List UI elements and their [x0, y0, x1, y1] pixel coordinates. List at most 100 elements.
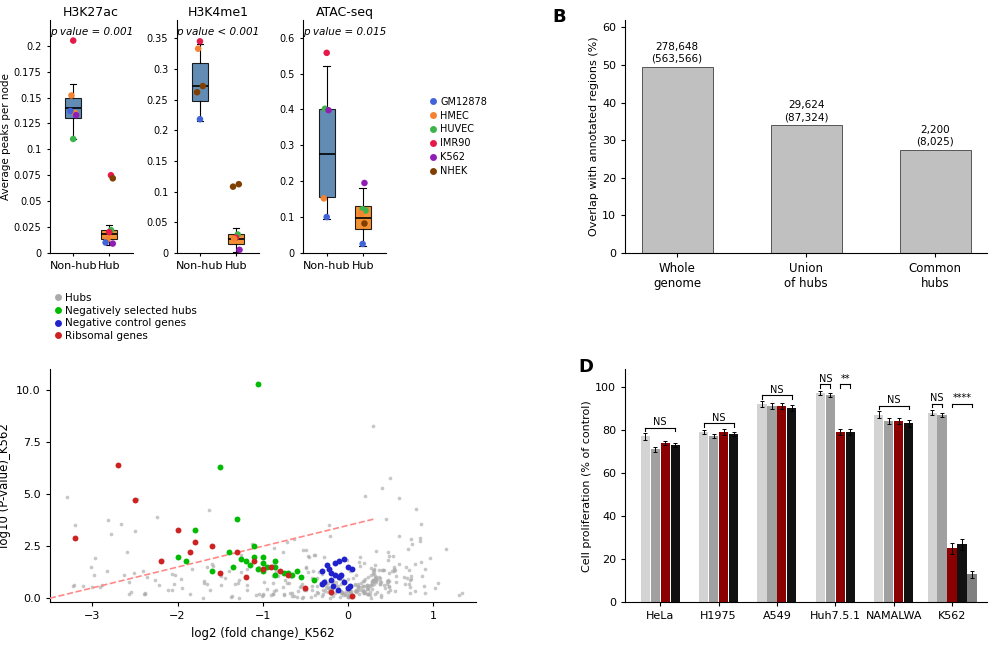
- Point: [229, 514, 245, 524]
- Point: [153, 555, 168, 566]
- Point: [304, 581, 320, 592]
- Bar: [826, 395, 834, 602]
- Point: [366, 565, 382, 575]
- Point: [365, 565, 381, 576]
- Point: [350, 582, 366, 592]
- Point: [182, 547, 198, 558]
- Point: [382, 567, 398, 578]
- Point: [65, 35, 81, 46]
- Point: [355, 585, 371, 595]
- Point: [122, 589, 138, 599]
- Point: [323, 587, 339, 597]
- Point: [356, 587, 372, 598]
- Text: B: B: [552, 8, 566, 26]
- Point: [297, 583, 313, 593]
- Point: [391, 493, 407, 504]
- Point: [225, 562, 241, 573]
- Point: [190, 44, 206, 54]
- Point: [184, 563, 200, 574]
- Point: [251, 562, 267, 573]
- Point: [422, 553, 438, 564]
- Point: [189, 87, 205, 97]
- Bar: [835, 432, 844, 602]
- Title: H3K4me1: H3K4me1: [187, 6, 248, 19]
- Point: [382, 585, 398, 595]
- Point: [231, 244, 247, 255]
- Point: [275, 547, 291, 557]
- Point: [295, 545, 311, 555]
- Point: [368, 577, 384, 587]
- Point: [356, 586, 372, 596]
- Point: [291, 582, 307, 592]
- Point: [136, 589, 152, 599]
- Point: [377, 583, 393, 593]
- Point: [238, 579, 254, 590]
- Point: [367, 571, 383, 581]
- Point: [307, 590, 323, 600]
- Point: [351, 589, 367, 599]
- Point: [317, 103, 333, 114]
- Point: [366, 567, 382, 578]
- Point: [340, 562, 356, 573]
- Point: [266, 543, 282, 553]
- Point: [213, 571, 229, 582]
- Point: [225, 181, 241, 192]
- Point: [246, 541, 262, 551]
- Point: [195, 578, 211, 589]
- Point: [276, 568, 292, 579]
- Point: [319, 48, 335, 58]
- Point: [381, 551, 397, 561]
- Point: [192, 114, 208, 124]
- Point: [416, 581, 432, 591]
- Point: [325, 591, 341, 601]
- Point: [366, 575, 382, 585]
- Bar: [719, 432, 728, 602]
- Point: [381, 581, 397, 591]
- Point: [320, 577, 336, 588]
- Point: [230, 578, 246, 589]
- Point: [348, 586, 364, 596]
- Point: [380, 575, 396, 586]
- Point: [212, 568, 228, 579]
- Point: [84, 582, 100, 592]
- Point: [318, 583, 334, 593]
- Bar: [937, 414, 946, 602]
- Point: [103, 529, 119, 540]
- Point: [374, 483, 390, 493]
- Point: [362, 579, 378, 590]
- Point: [371, 565, 387, 575]
- Point: [304, 585, 320, 595]
- Point: [192, 36, 208, 46]
- Point: [342, 585, 358, 596]
- Point: [263, 590, 279, 600]
- Point: [323, 589, 339, 599]
- Point: [169, 551, 185, 562]
- Point: [451, 590, 467, 600]
- Text: p value < 0.001: p value < 0.001: [176, 27, 259, 37]
- Point: [343, 586, 359, 596]
- Point: [298, 585, 314, 595]
- Point: [127, 526, 143, 536]
- Point: [282, 587, 298, 598]
- Point: [324, 583, 340, 594]
- Point: [289, 566, 305, 577]
- Point: [343, 590, 359, 600]
- Point: [277, 575, 293, 585]
- Point: [404, 538, 420, 549]
- Point: [254, 557, 270, 568]
- Point: [348, 570, 364, 581]
- Point: [386, 563, 402, 574]
- Point: [333, 569, 349, 579]
- Point: [102, 227, 118, 238]
- Point: [376, 580, 392, 591]
- Point: [412, 533, 428, 544]
- Point: [246, 555, 262, 566]
- Bar: [319, 109, 335, 197]
- Point: [212, 462, 228, 473]
- Point: [59, 492, 75, 502]
- Point: [309, 581, 325, 591]
- Point: [373, 575, 389, 586]
- Point: [359, 583, 375, 594]
- Bar: [788, 408, 797, 602]
- Point: [385, 551, 401, 561]
